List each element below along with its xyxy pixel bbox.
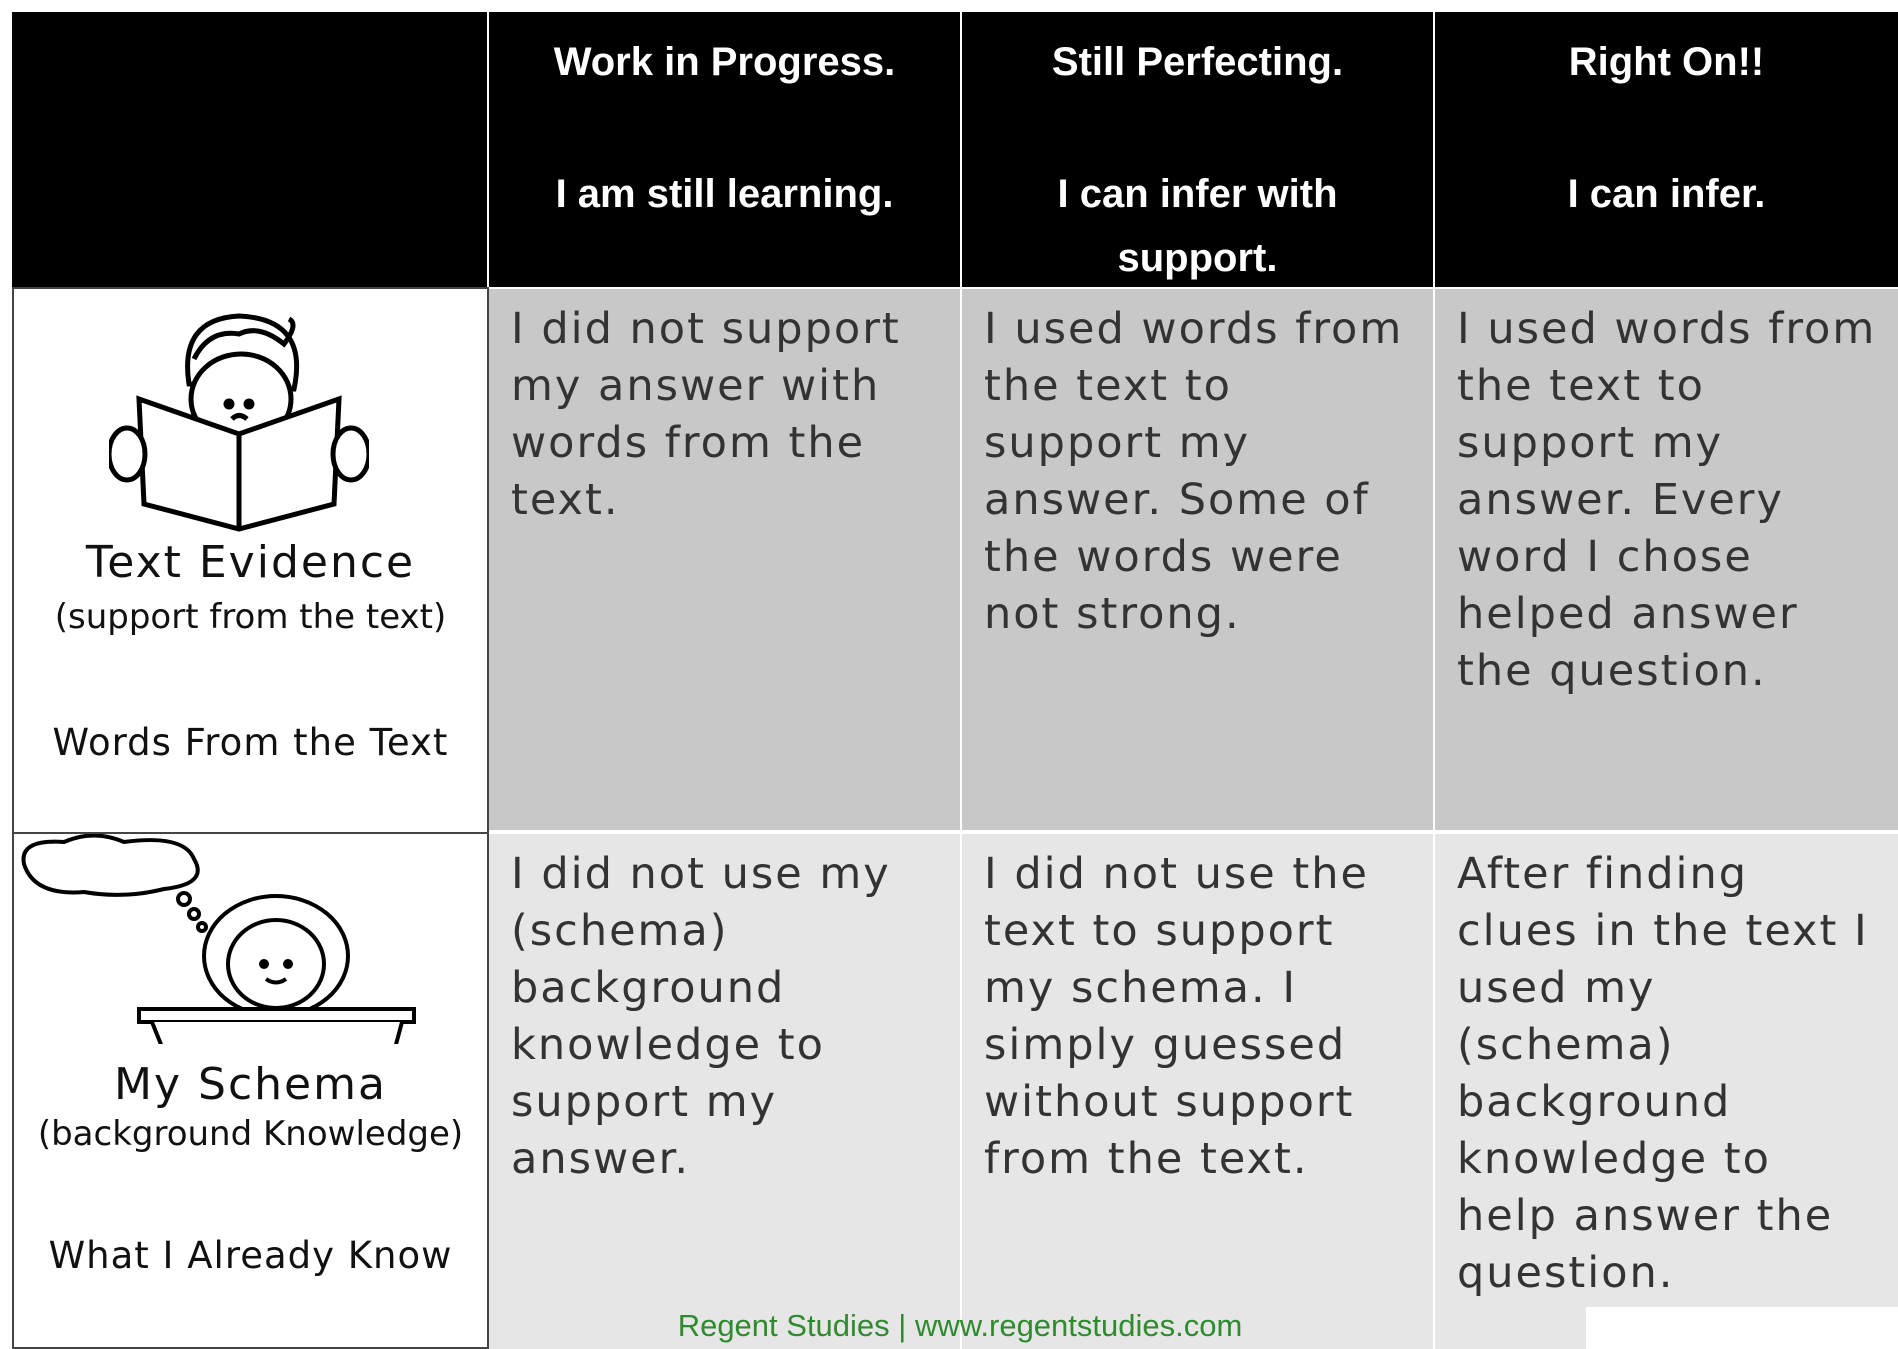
column-header: Still Perfecting. I can infer with suppo… (962, 12, 1433, 287)
row-title: My Schema (114, 1059, 387, 1110)
row-subtitle: (background Knowledge) (37, 1114, 464, 1154)
row-caption: What I Already Know (48, 1234, 453, 1277)
row-label: Text Evidence (support from the text) Wo… (12, 287, 489, 834)
white-patch (1586, 1307, 1898, 1349)
reading-icon (109, 313, 369, 532)
row-label: My Schema (background Knowledge) What I … (12, 832, 489, 1349)
column-title: Work in Progress. (553, 40, 896, 84)
column-title: Still Perfecting. (1051, 40, 1344, 84)
table-cell: I used words from the text to support my… (1435, 289, 1898, 830)
corner-header (12, 12, 487, 287)
column-subtitle: I can infer with support. (1057, 172, 1338, 280)
thinking-icon (21, 834, 416, 1044)
column-subtitle: I can infer. (1567, 172, 1766, 216)
table-cell: After finding clues in the text I used m… (1435, 834, 1898, 1349)
footer: Regent Studies | www.regentstudies.com (677, 1308, 1243, 1343)
column-header: Right On!! I can infer. (1435, 12, 1898, 287)
table-cell: I did not use my (schema) background kno… (489, 834, 960, 1349)
column-header: Work in Progress. I am still learning. (489, 12, 960, 287)
column-title: Right On!! (1568, 40, 1765, 84)
column-subtitle: I am still learning. (555, 172, 894, 216)
table-cell: I used words from the text to support my… (962, 289, 1433, 830)
row-subtitle: (support from the text) (54, 597, 447, 637)
row-title: Text Evidence (85, 537, 416, 588)
table-cell: I did not support my answer with words f… (489, 289, 960, 830)
row-caption: Words From the Text (52, 721, 449, 764)
table-cell: I did not use the text to support my sch… (962, 834, 1433, 1349)
